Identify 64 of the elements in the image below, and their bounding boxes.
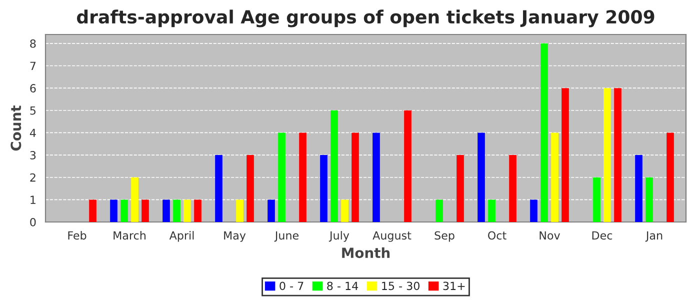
bar: [184, 200, 191, 222]
bar: [110, 200, 118, 222]
bar: [509, 155, 516, 222]
bar: [320, 155, 328, 222]
bar: [215, 155, 222, 222]
bar: [173, 200, 180, 222]
bar: [478, 132, 485, 222]
bar: [372, 132, 380, 222]
chart-title: drafts-approval Age groups of open tickets January 2009: [76, 10, 654, 28]
bar: [635, 155, 642, 222]
bar: [562, 88, 569, 222]
bar: [404, 110, 412, 222]
bar: [194, 200, 202, 222]
bar: [268, 200, 275, 222]
bar: [614, 88, 622, 222]
x-tick-label: Jan: [645, 231, 662, 242]
x-tick-label: June: [274, 231, 299, 242]
y-tick-label: 6: [30, 84, 36, 92]
x-tick-label: August: [372, 231, 412, 242]
bar: [330, 110, 338, 222]
y-tick-label: 3: [30, 151, 36, 160]
bar: [593, 177, 600, 222]
legend-label: 0 - 7: [280, 282, 304, 290]
y-tick-label: 4: [30, 128, 36, 137]
y-tick-label: 1: [30, 196, 36, 204]
bar: [142, 200, 149, 222]
legend-label: 31+: [443, 282, 465, 290]
bar: [604, 88, 611, 222]
y-tick-label: 2: [30, 173, 36, 182]
x-tick-label: May: [224, 231, 246, 242]
x-tick-label: Sep: [434, 231, 454, 242]
bar: [162, 200, 170, 222]
x-tick-label: Feb: [68, 231, 86, 240]
y-tick-label: 8: [30, 39, 36, 48]
x-axis-title: Month: [342, 247, 390, 258]
y-tick-label: 0: [30, 218, 36, 226]
x-tick-label: Oct: [488, 231, 506, 240]
bar: [488, 200, 496, 222]
bar: [352, 132, 359, 222]
x-tick-label: Dec: [592, 231, 612, 240]
bar: [236, 200, 244, 222]
bar: [246, 155, 254, 222]
x-tick-label: March: [114, 231, 146, 240]
bar: [89, 200, 96, 222]
bar: [540, 43, 548, 222]
x-tick-label: April: [169, 231, 194, 242]
x-tick-label: July: [328, 231, 350, 242]
bar: [666, 132, 674, 222]
bar: [456, 155, 464, 222]
bar: [530, 200, 538, 222]
bar: [120, 200, 128, 222]
bar: [551, 132, 558, 222]
bar: [299, 132, 306, 222]
bar: [131, 177, 138, 222]
bar: [646, 177, 653, 222]
y-tick-label: 7: [30, 62, 36, 70]
bar: [278, 132, 286, 222]
legend-label: 15 - 30: [382, 282, 420, 290]
bar: [436, 200, 443, 222]
y-axis-title: Count: [10, 105, 22, 151]
bar: [341, 200, 348, 222]
legend-label: 8 - 14: [327, 282, 358, 290]
y-tick-label: 5: [30, 106, 36, 115]
x-tick-label: Nov: [540, 231, 560, 240]
